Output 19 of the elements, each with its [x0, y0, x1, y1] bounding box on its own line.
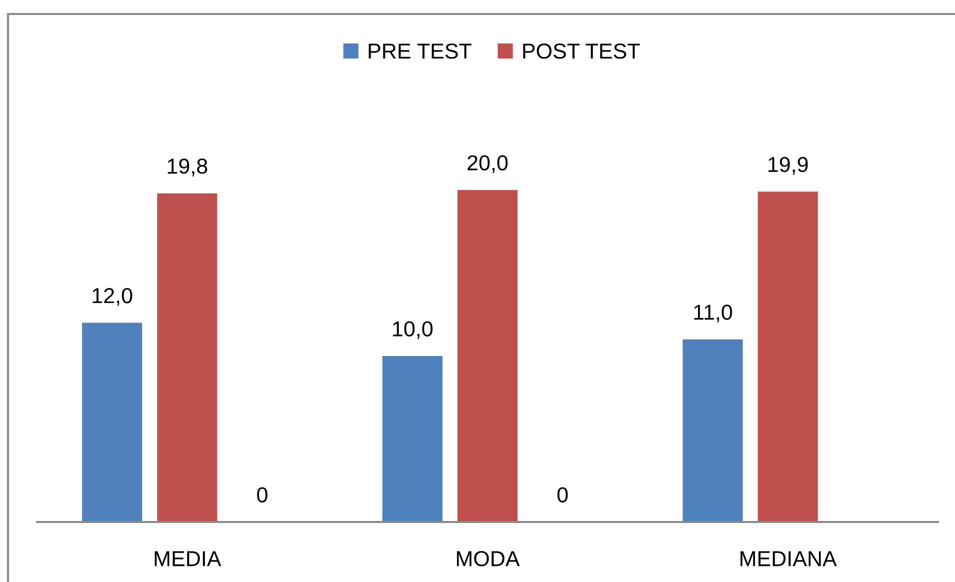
legend-label: PRE TEST [368, 43, 472, 59]
bar [82, 322, 142, 522]
annotation: 0 [257, 487, 268, 502]
x-tick-label: MEDIANA [740, 551, 837, 566]
bar [382, 356, 442, 522]
bar [457, 190, 518, 522]
data-label: 11,0 [694, 304, 732, 322]
bar [157, 193, 218, 522]
data-label: 12,0 [92, 288, 132, 306]
data-label: 20,0 [468, 155, 508, 174]
bar [682, 339, 743, 522]
data-label: 10,0 [393, 321, 433, 340]
bar [758, 192, 818, 522]
annotation: 0 [557, 487, 568, 502]
x-tick-label: MODA [456, 551, 520, 566]
legend-label: POST TEST [523, 43, 640, 59]
data-label: 19,8 [168, 158, 208, 176]
x-tick-label: MEDIA [154, 551, 222, 566]
data-label: 19,9 [768, 156, 808, 175]
